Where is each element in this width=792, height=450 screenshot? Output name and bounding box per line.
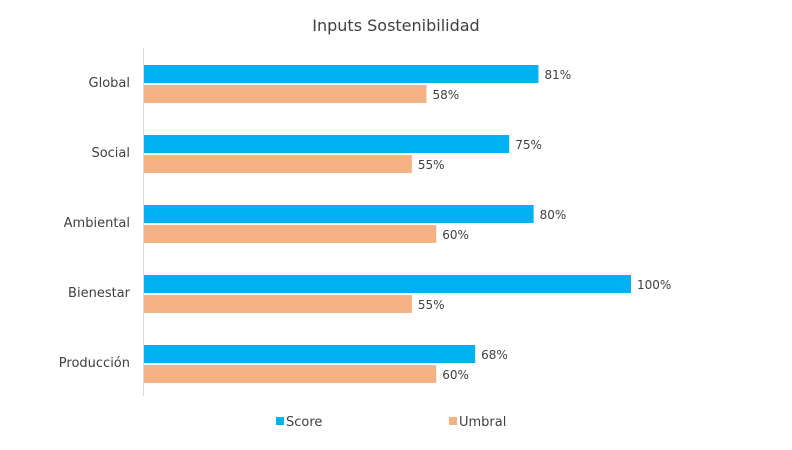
data-label-umbral: 55% [418, 158, 445, 172]
category-label: Producción [59, 356, 130, 371]
chart-title: Inputs Sostenibilidad [312, 16, 479, 35]
bars-group: Global 81% 58% Social 75% 55% Ambiental 80% 60% B… [59, 65, 671, 383]
bar-score [144, 65, 539, 83]
data-label-umbral: 58% [432, 88, 459, 102]
category-label: Social [91, 146, 130, 161]
legend: Score Umbral [276, 415, 506, 430]
data-label-score: 80% [540, 208, 567, 222]
category-label: Bienestar [68, 286, 131, 301]
bar-umbral [144, 365, 437, 383]
bar-umbral [144, 85, 427, 103]
category-label: Ambiental [64, 216, 130, 231]
legend-label-umbral: Umbral [459, 415, 506, 430]
legend-swatch-score [276, 417, 284, 425]
bar-score [144, 135, 510, 153]
bar-umbral [144, 155, 412, 173]
bar-score [144, 275, 631, 293]
legend-label-score: Score [286, 415, 322, 430]
data-label-score: 100% [637, 278, 671, 292]
bar-score [144, 205, 534, 223]
legend-swatch-umbral [449, 417, 457, 425]
bar-umbral [144, 295, 412, 313]
data-label-score: 68% [481, 348, 508, 362]
bar-score [144, 345, 476, 363]
bar-umbral [144, 225, 437, 243]
category-label: Global [89, 76, 130, 91]
data-label-umbral: 60% [442, 368, 469, 382]
data-label-umbral: 60% [442, 228, 469, 242]
data-label-score: 75% [515, 138, 542, 152]
data-label-score: 81% [544, 68, 571, 82]
data-label-umbral: 55% [418, 298, 445, 312]
